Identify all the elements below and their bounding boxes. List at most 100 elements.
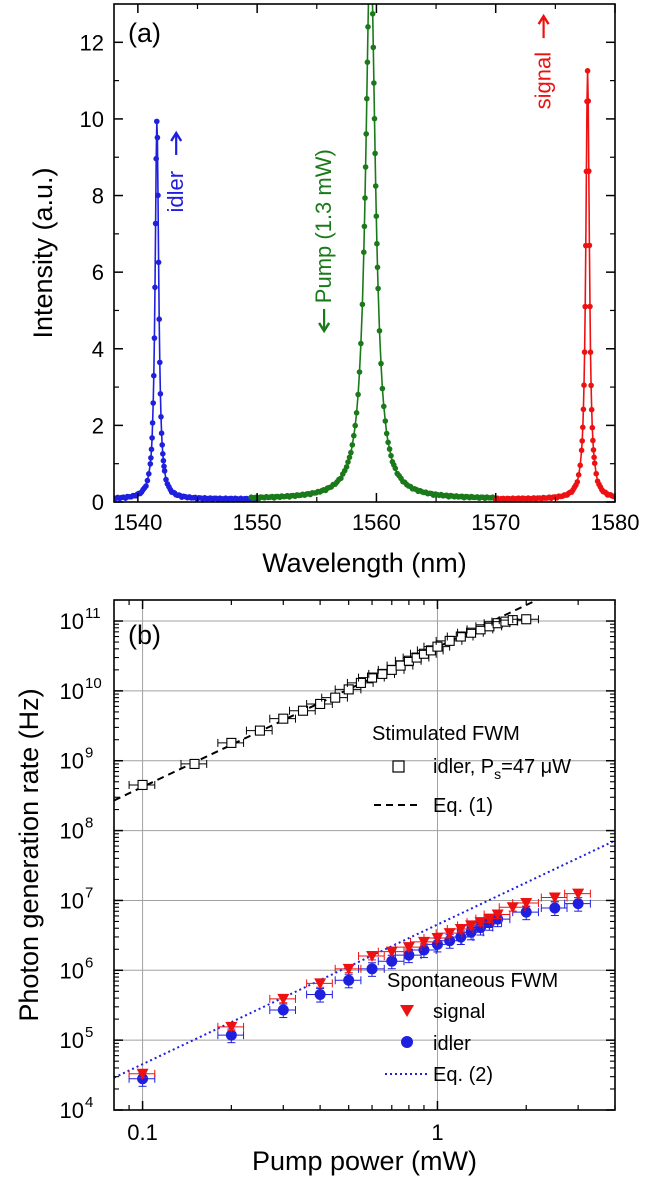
spectrum-point bbox=[374, 213, 380, 219]
open-square-point bbox=[396, 661, 405, 670]
x-tick-label: 1540 bbox=[113, 510, 162, 535]
spectrum-point bbox=[585, 98, 591, 104]
spectrum-point bbox=[585, 68, 591, 74]
panel-b-label: (b) bbox=[128, 620, 161, 650]
filled-circle-point bbox=[573, 898, 584, 909]
spectrum-point bbox=[372, 151, 378, 157]
spectrum-point bbox=[592, 460, 598, 466]
y-tick-label: 10 bbox=[60, 749, 84, 774]
open-square-point bbox=[316, 699, 325, 708]
spectrum-point bbox=[146, 471, 152, 477]
y-tick-exponent: 7 bbox=[85, 884, 93, 901]
spectrum-point bbox=[370, 11, 376, 17]
y-tick-label: 10 bbox=[60, 1098, 84, 1123]
annotation-idler: idler bbox=[163, 133, 188, 213]
spectrum-point bbox=[154, 119, 160, 125]
x-tick-label: 0.1 bbox=[127, 1120, 158, 1145]
y-tick-exponent: 10 bbox=[85, 675, 102, 692]
spectrum-point bbox=[577, 463, 583, 469]
y-tick-exponent: 6 bbox=[85, 954, 93, 971]
spectrum-point bbox=[158, 391, 164, 397]
spectrum-point bbox=[355, 392, 361, 398]
spectrum-point bbox=[371, 45, 377, 51]
y-tick-exponent: 9 bbox=[85, 745, 93, 762]
annotation-pump: Pump (1.3 mW) bbox=[311, 149, 336, 331]
open-square-point bbox=[445, 636, 454, 645]
legend-signal: signal bbox=[433, 1001, 485, 1023]
spectrum-point bbox=[152, 285, 158, 291]
y-tick-exponent: 4 bbox=[85, 1094, 93, 1111]
spectrum-point bbox=[375, 265, 381, 271]
y-tick-label: 10 bbox=[60, 1028, 84, 1053]
spectrum-point bbox=[590, 425, 596, 431]
spectrum-point bbox=[372, 116, 378, 122]
y-tick-exponent: 11 bbox=[85, 605, 101, 622]
spectrum-point bbox=[362, 195, 368, 201]
filled-circle-point bbox=[315, 989, 326, 1000]
spectrum-point bbox=[157, 360, 163, 366]
spectrum-point bbox=[161, 458, 167, 464]
legend-stimulated-title: Stimulated FWM bbox=[372, 723, 520, 745]
spectrum-point bbox=[362, 224, 368, 230]
spectrum-point bbox=[587, 243, 593, 249]
spectrum-point bbox=[156, 316, 162, 322]
y-tick-label: 2 bbox=[92, 413, 104, 438]
open-square-point bbox=[255, 726, 264, 735]
eq2-fit-line bbox=[114, 841, 615, 1078]
spectrum-point bbox=[145, 478, 151, 484]
legend-open-square-marker bbox=[393, 761, 404, 772]
filled-circle-point bbox=[343, 975, 354, 986]
spectrum-point bbox=[581, 382, 587, 388]
open-square-point bbox=[190, 759, 199, 768]
open-square-point bbox=[331, 693, 340, 702]
spectrum-point bbox=[378, 361, 384, 367]
y-tick-label: 4 bbox=[92, 337, 104, 362]
spectrum-point bbox=[579, 438, 585, 444]
open-square-point bbox=[387, 665, 396, 674]
spectrum-point bbox=[373, 183, 379, 189]
spectrum-point bbox=[148, 461, 154, 467]
panel-b-plot-frame bbox=[114, 600, 615, 1110]
spectrum-point bbox=[357, 369, 363, 375]
annotation-signal: signal bbox=[531, 16, 556, 109]
spectrum-point bbox=[587, 304, 593, 310]
spectrum-point bbox=[344, 464, 350, 470]
y-tick-exponent: 5 bbox=[85, 1024, 93, 1041]
spectrum-point bbox=[588, 383, 594, 389]
spectrum-point bbox=[384, 431, 390, 437]
open-square-point bbox=[356, 678, 365, 687]
panel-a-annotations: idler Pump (1.3 mW) signal bbox=[163, 16, 555, 331]
spectrum-line bbox=[496, 71, 614, 500]
spectrum-point bbox=[162, 468, 168, 474]
open-square-point bbox=[138, 780, 147, 789]
spectrum-point bbox=[143, 483, 149, 489]
spectrum-point bbox=[148, 455, 154, 461]
open-square-point bbox=[344, 685, 353, 694]
spectrum-point bbox=[358, 341, 364, 347]
legend-stimulated-power: =47 μW bbox=[501, 756, 571, 778]
spectrum-point bbox=[388, 453, 394, 459]
spectrum-point bbox=[586, 168, 592, 174]
spectrum-point bbox=[351, 433, 357, 439]
spectrum-point bbox=[591, 447, 597, 453]
spectrum-point bbox=[580, 425, 586, 431]
spectrum-point bbox=[158, 414, 164, 420]
y-tick-label: 10 bbox=[60, 819, 84, 844]
spectrum-point bbox=[156, 260, 162, 266]
spectrum-point bbox=[375, 286, 381, 292]
spectrum-point bbox=[381, 404, 387, 410]
panel-b-data-points bbox=[129, 615, 590, 1087]
spectrum-point bbox=[590, 438, 596, 444]
open-square-point bbox=[433, 642, 442, 651]
x-tick-label: 1570 bbox=[471, 510, 520, 535]
y-tick-label: 10 bbox=[60, 679, 84, 704]
spectrum-point bbox=[150, 420, 156, 426]
y-tick-label: 10 bbox=[60, 958, 84, 983]
panel-b-x-axis-title: Pump power (mW) bbox=[252, 1146, 477, 1176]
spectrum-point bbox=[352, 423, 358, 429]
spectrum-point bbox=[387, 446, 393, 452]
open-square-point bbox=[227, 738, 236, 747]
